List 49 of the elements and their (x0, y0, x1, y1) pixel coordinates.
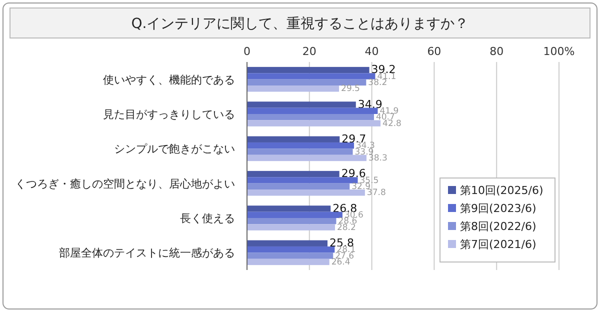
data-label: 26.4 (331, 258, 350, 268)
bar (247, 108, 378, 114)
x-tick-label: 40 (364, 45, 379, 58)
bar (247, 183, 350, 190)
bar (247, 206, 331, 212)
y-tick-label: 長く使える (180, 212, 235, 225)
data-label: 38.3 (368, 154, 388, 164)
data-label: 42.8 (382, 118, 402, 129)
bar (247, 224, 335, 230)
bar (247, 258, 330, 266)
y-tick-label: 使いやすく、機能的である (103, 73, 235, 86)
x-tick-label: 0 (244, 45, 250, 58)
chart-title: Q.インテリアに関して、重視することはありますか？ (131, 16, 469, 32)
bar (247, 66, 370, 74)
bar (247, 190, 365, 196)
bar (247, 218, 336, 224)
bar (247, 79, 366, 86)
bar (247, 246, 335, 253)
bar (247, 114, 374, 120)
x-tick-label: 60 (427, 45, 442, 58)
legend-label: 第10回(2025/6) (460, 184, 544, 197)
data-label: 34.9 (358, 98, 382, 111)
bar (247, 120, 381, 126)
legend-label: 第9回(2023/6) (460, 202, 536, 215)
x-tick-label: 20 (302, 45, 316, 58)
bar (247, 102, 356, 108)
bar (247, 170, 340, 178)
legend-label: 第7回(2021/6) (460, 238, 536, 251)
bar (247, 73, 376, 80)
data-label: 28.2 (336, 222, 356, 233)
bar (247, 148, 353, 155)
data-label: 38.2 (368, 78, 388, 88)
bar (247, 212, 342, 218)
legend-label: 第8回(2022/6) (460, 220, 536, 233)
data-label: 37.8 (366, 188, 386, 198)
bar (247, 240, 328, 246)
y-tick-label: シンプルで飽きがこない (114, 142, 235, 156)
bar (247, 86, 340, 92)
data-label: 29.5 (341, 84, 360, 94)
bar (247, 136, 340, 142)
y-tick-label: 見た目がすっきりしている (103, 108, 235, 121)
y-tick-label: 部屋全体のテイストに統一感がある (59, 246, 235, 260)
x-tick-label: 100% (543, 45, 575, 58)
y-tick-label: くつろぎ・癒しの空間となり、居心地がよい (15, 177, 235, 190)
bar (247, 154, 366, 162)
bar (247, 177, 358, 184)
bar (247, 252, 334, 259)
bar (247, 142, 354, 149)
x-tick-label: 80 (490, 45, 504, 58)
